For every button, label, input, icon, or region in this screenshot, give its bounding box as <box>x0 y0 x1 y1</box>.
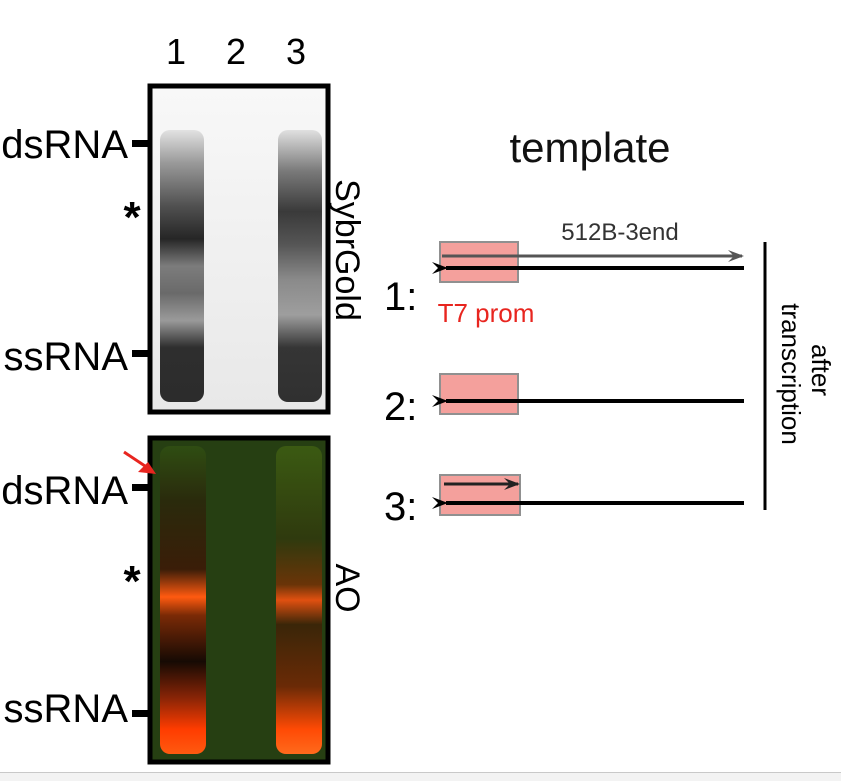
marker-ssrna-top: ssRNA <box>4 335 129 379</box>
window-bottom-edge <box>0 772 841 781</box>
promoter-box <box>439 373 519 415</box>
stain-label-ao: AO <box>328 563 366 612</box>
marker-dsrna-top: dsRNA <box>1 123 128 167</box>
side-label-after: after <box>806 344 836 396</box>
marker-star-bottom: * <box>123 557 141 606</box>
row-label: 3: <box>384 485 417 529</box>
stain-label-sybrgold: SybrGold <box>328 179 366 321</box>
lane-number: 3 <box>286 31 306 72</box>
marker-tick <box>132 140 148 147</box>
gel-top-border <box>147 83 331 415</box>
side-label-transcription: transcription <box>776 303 806 445</box>
strand-label-512b: 512B-3end <box>561 219 678 246</box>
promoter-box <box>439 241 519 283</box>
row-label: 1: <box>384 275 417 319</box>
gel-bottom-lane-3 <box>276 446 322 754</box>
promoter-label: T7 prom <box>438 298 535 328</box>
marker-tick <box>132 710 148 717</box>
gel-bottom-border <box>147 435 331 765</box>
gel-bottom-panel <box>147 435 331 765</box>
lane-number: 1 <box>166 31 186 72</box>
marker-star-top: * <box>123 193 141 242</box>
promoter-box <box>439 474 521 516</box>
red-arrow-icon <box>123 450 156 474</box>
gel-top-lane-1 <box>160 130 204 402</box>
marker-tick <box>132 350 148 357</box>
gel-bottom-lane-1 <box>160 446 206 754</box>
marker-tick <box>132 484 148 491</box>
marker-ssrna-bottom: ssRNA <box>4 687 129 731</box>
gel-top-panel <box>147 83 331 415</box>
gel-top-lane-3 <box>278 130 322 402</box>
lane-number: 2 <box>226 31 246 72</box>
schematic-title: template <box>509 124 670 171</box>
marker-dsrna-bottom: dsRNA <box>1 469 128 513</box>
row-label: 2: <box>384 385 417 429</box>
